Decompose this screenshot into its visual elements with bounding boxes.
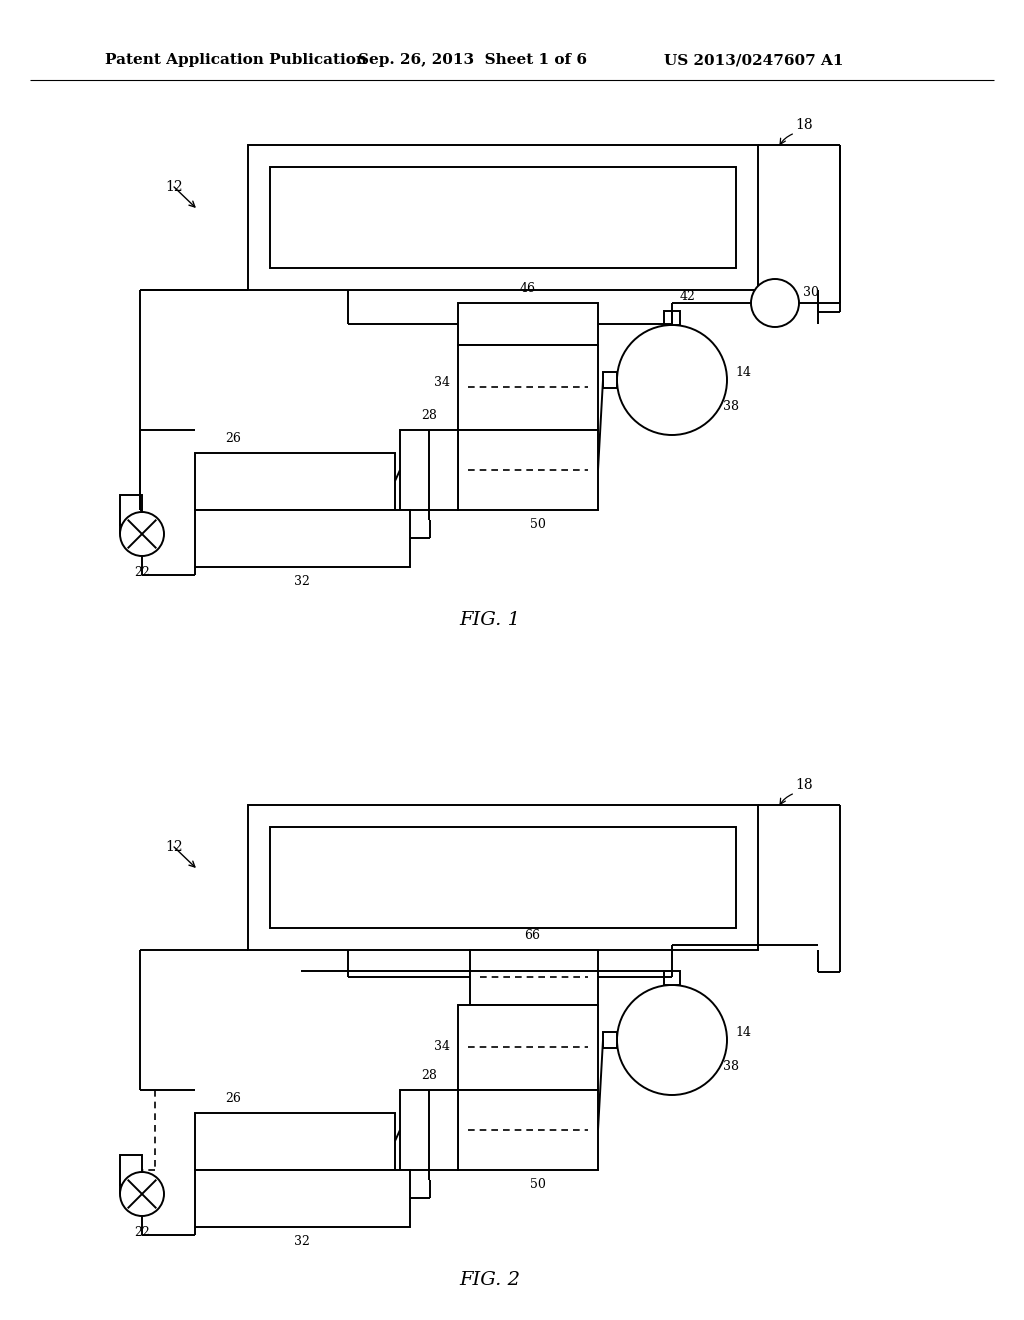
Circle shape bbox=[617, 985, 727, 1096]
Bar bbox=[470, 950, 598, 1005]
Text: 66: 66 bbox=[524, 929, 540, 942]
Text: 32: 32 bbox=[294, 576, 310, 587]
Bar bbox=[195, 453, 395, 510]
Text: US 2013/0247607 A1: US 2013/0247607 A1 bbox=[664, 53, 844, 67]
Text: 26: 26 bbox=[225, 1092, 241, 1105]
Bar bbox=[270, 828, 736, 928]
Text: 50: 50 bbox=[530, 517, 546, 531]
Bar bbox=[664, 312, 680, 325]
Text: FIG. 2: FIG. 2 bbox=[460, 1271, 520, 1290]
Text: 34: 34 bbox=[434, 1040, 450, 1053]
Text: 38: 38 bbox=[723, 1060, 739, 1073]
Bar bbox=[195, 1170, 410, 1228]
Bar bbox=[603, 372, 617, 388]
Text: 12: 12 bbox=[165, 180, 182, 194]
Text: 30: 30 bbox=[803, 286, 819, 300]
Text: 22: 22 bbox=[134, 1226, 150, 1239]
Text: 28: 28 bbox=[421, 409, 437, 422]
Bar bbox=[120, 1155, 142, 1185]
Bar bbox=[400, 430, 458, 510]
Bar bbox=[458, 430, 598, 510]
Circle shape bbox=[120, 512, 164, 556]
Bar bbox=[195, 1113, 395, 1170]
Text: 28: 28 bbox=[421, 1069, 437, 1082]
Text: 14: 14 bbox=[735, 366, 751, 379]
Bar bbox=[270, 168, 736, 268]
Bar bbox=[195, 510, 410, 568]
Text: 14: 14 bbox=[735, 1026, 751, 1039]
Text: FIG. 1: FIG. 1 bbox=[460, 611, 520, 630]
Bar bbox=[458, 304, 598, 345]
Text: 42: 42 bbox=[680, 290, 696, 304]
Text: 18: 18 bbox=[795, 777, 813, 792]
Bar bbox=[603, 1032, 617, 1048]
Text: 34: 34 bbox=[434, 375, 450, 388]
Bar bbox=[664, 972, 680, 985]
Circle shape bbox=[120, 1172, 164, 1216]
Text: 12: 12 bbox=[165, 840, 182, 854]
Bar bbox=[458, 345, 598, 430]
Text: 50: 50 bbox=[530, 1177, 546, 1191]
Circle shape bbox=[751, 279, 799, 327]
Circle shape bbox=[617, 325, 727, 436]
Bar bbox=[248, 145, 758, 290]
Bar bbox=[458, 1090, 598, 1170]
Bar bbox=[458, 1005, 598, 1090]
Bar bbox=[400, 1090, 458, 1170]
Text: 38: 38 bbox=[723, 400, 739, 413]
Text: 26: 26 bbox=[225, 432, 241, 445]
Text: Patent Application Publication: Patent Application Publication bbox=[105, 53, 367, 67]
Text: Sep. 26, 2013  Sheet 1 of 6: Sep. 26, 2013 Sheet 1 of 6 bbox=[358, 53, 587, 67]
Text: 22: 22 bbox=[134, 566, 150, 579]
Text: 18: 18 bbox=[795, 117, 813, 132]
Bar bbox=[248, 805, 758, 950]
Bar bbox=[120, 495, 142, 525]
Text: 32: 32 bbox=[294, 1236, 310, 1247]
Text: 46: 46 bbox=[520, 282, 536, 294]
